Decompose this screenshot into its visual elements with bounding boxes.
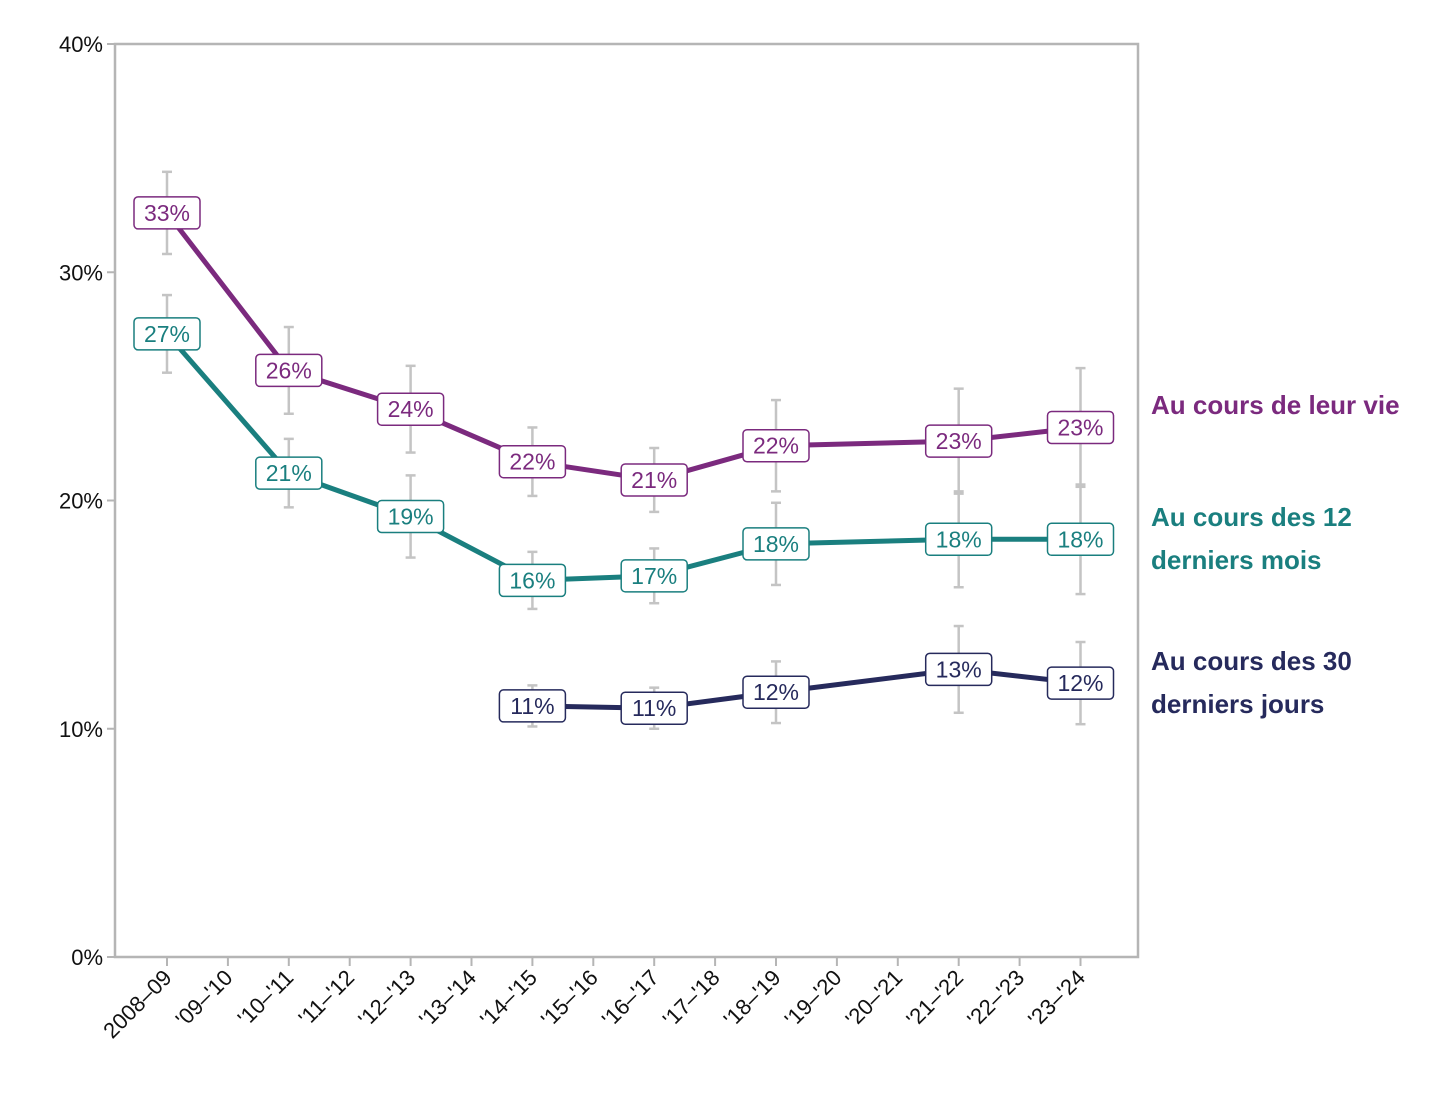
value-label-box (924, 424, 993, 458)
value-label-box (742, 675, 810, 709)
value-label-box (376, 499, 445, 534)
value-labels: 33% 26% 24% 22% 21% 22% 23% 23% 27% 21% 19% 16% 17% 1… (133, 196, 1115, 725)
value-label: 17% (631, 563, 677, 589)
legend-label: Au cours des 12 derniers mois (1151, 502, 1352, 576)
value-label-box (742, 527, 810, 561)
value-label: 19% (388, 503, 434, 529)
value-label: 23% (936, 428, 982, 454)
x-tick-label: '21–'22 (901, 965, 968, 1032)
x-tick-label: '12–'13 (353, 965, 420, 1032)
value-label: 18% (753, 531, 799, 557)
x-tick-label: '17–'18 (658, 965, 725, 1032)
x-tick-label: '15–'16 (536, 965, 603, 1032)
x-tick-label: '13–'14 (414, 965, 481, 1032)
value-label-box (133, 196, 201, 230)
value-label: 21% (631, 467, 677, 493)
plot-frame (113, 42, 1140, 959)
value-label-box (376, 392, 445, 426)
value-label: 24% (388, 396, 434, 422)
value-label: 11% (632, 695, 676, 721)
value-label: 18% (936, 526, 982, 552)
value-label: 23% (1057, 414, 1103, 440)
y-tick-label: 40% (59, 32, 103, 57)
value-label: 21% (266, 460, 312, 486)
value-label-box (498, 444, 567, 479)
y-tick-label: 30% (59, 260, 103, 285)
x-tick-label: '19–'20 (780, 965, 847, 1032)
value-label-box (1046, 666, 1115, 700)
value-label-box (1046, 522, 1115, 557)
x-tick-label: '09–'10 (171, 965, 238, 1032)
value-label-box (498, 689, 567, 723)
x-tick-label: '20–'21 (840, 965, 907, 1032)
value-label-box (924, 652, 993, 687)
value-label: 22% (509, 449, 555, 475)
y-tick-label: 20% (59, 489, 103, 514)
x-tick-label: '18–'19 (719, 965, 786, 1032)
x-tick-label: '23–'24 (1023, 965, 1090, 1032)
value-label-box (620, 463, 688, 497)
value-label-box (742, 428, 810, 463)
value-label: 27% (144, 321, 190, 347)
value-label-box (620, 559, 688, 593)
value-label-box (1046, 410, 1115, 445)
x-tick-label: '11–'12 (294, 965, 360, 1031)
value-label-box (498, 563, 567, 598)
value-label: 26% (266, 357, 312, 383)
value-label-box (255, 353, 323, 388)
value-label-box (255, 456, 323, 490)
value-label-box (133, 317, 201, 351)
x-tick-label: '16–'17 (597, 965, 664, 1032)
value-label: 11% (510, 693, 554, 719)
value-label: 16% (509, 567, 555, 593)
value-label-box (620, 691, 688, 725)
legend-label: Au cours des 30 derniers jours (1151, 646, 1352, 720)
value-label: 22% (753, 433, 799, 459)
x-tick-label: '22–'23 (962, 965, 1029, 1032)
y-tick-label: 10% (59, 717, 103, 742)
value-label: 33% (144, 200, 190, 226)
value-label: 13% (936, 656, 982, 682)
value-label: 12% (1057, 670, 1103, 696)
y-tick-label: 0% (71, 945, 103, 970)
x-tick-label: 2008–09 (98, 965, 176, 1043)
x-tick-label: '14–'15 (475, 965, 542, 1032)
value-label-box (924, 522, 993, 557)
value-label: 18% (1057, 526, 1103, 552)
value-label: 12% (753, 679, 799, 705)
legend-label: Au cours de leur vie (1151, 390, 1400, 421)
x-tick-label: '10–'11 (233, 965, 299, 1031)
